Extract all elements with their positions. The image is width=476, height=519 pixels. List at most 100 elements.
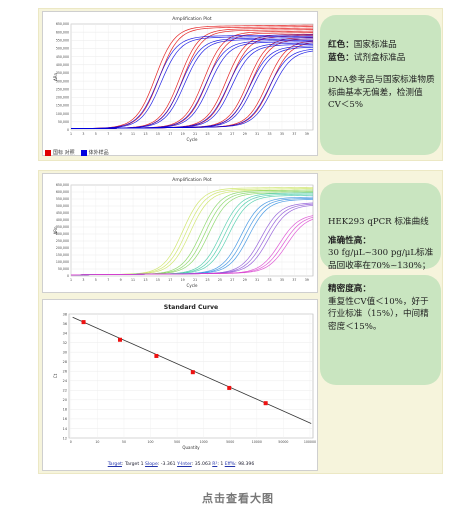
chart-title: Standard Curve — [164, 304, 218, 311]
y-axis-label: Ct — [53, 373, 58, 378]
x-tick-label: 13 — [143, 278, 147, 282]
y-axis-label: ΔRn — [53, 226, 58, 235]
stat-r2-label[interactable]: R² — [212, 462, 218, 467]
x-tick-label: 100000 — [304, 440, 316, 444]
amplification-plot-1[interactable]: Amplification Plot 0 50,000 100,000 150,000 2… — [42, 11, 318, 156]
note-red-text: 国家标准品 — [353, 40, 397, 50]
note-comparison: 红色：国家标准品 蓝色：试剂盒标准品 DNA参考品与国家标准物质标曲基本无偏差，… — [320, 15, 441, 155]
y-axis-label: ΔRn — [53, 73, 58, 82]
y-tick-label: 400,000 — [56, 218, 69, 222]
x-tick-label: 17 — [168, 278, 172, 282]
note-precision-line: 精密度高： — [328, 283, 435, 296]
standard-curve-point — [227, 385, 232, 390]
x-tick-label: 31 — [255, 132, 259, 136]
x-tick-label: 5 — [95, 132, 97, 136]
stat-r2-value: 1 — [220, 462, 224, 467]
x-tick-label: 29 — [243, 278, 247, 282]
amplification-curve — [70, 50, 314, 130]
x-tick-label: 23 — [205, 132, 209, 136]
note-precision-text: 重复性CV值＜10%，好于行业标准（15%），中间精密度＜15%。 — [328, 296, 429, 332]
view-large-link[interactable]: 点击查看大图 — [202, 492, 274, 505]
legend-label-blue: 体外样品 — [88, 150, 109, 156]
x-tick-label: 27 — [230, 278, 234, 282]
x-tick-label: 1 — [70, 132, 72, 136]
amplification-curve — [70, 35, 314, 130]
stat-yinter-value: 35.063 — [194, 462, 211, 467]
y-tick-label: 100,000 — [56, 112, 69, 116]
note-accuracy-text: 30 fg/μL~300 pg/μL标准品回收率在70%~130%； — [328, 248, 434, 271]
y-tick-label: 32 — [63, 341, 67, 345]
x-tick-label: 10000 — [252, 440, 262, 444]
note-precision-label: 精密度高： — [328, 284, 371, 294]
x-tick-label: 1000 — [200, 440, 208, 444]
plot-area — [70, 184, 314, 277]
y-tick-label: 50,000 — [58, 120, 69, 124]
x-tick-label: 35 — [280, 132, 284, 136]
x-tick-label: 500 — [174, 440, 180, 444]
y-tick-label: 250,000 — [56, 239, 69, 243]
y-tick-label: 150,000 — [56, 253, 69, 257]
y-tick-label: 200,000 — [56, 96, 69, 100]
plot-area — [68, 313, 314, 439]
x-tick-label: 5000 — [226, 440, 234, 444]
note-red-label: 红色： — [328, 40, 354, 50]
panel-amplification-comparison: Amplification Plot 0 50,000 100,000 150,000 2… — [38, 8, 443, 161]
plot-area — [70, 23, 314, 131]
y-tick-label: 34 — [63, 331, 67, 335]
x-tick-label: 19 — [181, 132, 185, 136]
y-tick-label: 14 — [63, 427, 67, 431]
y-tick-label: 20 — [63, 398, 67, 402]
stat-slope-label[interactable]: Slope — [145, 462, 158, 467]
y-tick-label: 22 — [63, 389, 67, 393]
note-red-line: 红色：国家标准品 — [328, 39, 435, 52]
y-tick-label: 18 — [63, 408, 67, 412]
note-hek293-accuracy: HEK293 qPCR 标准曲线 准确性高： 30 fg/μL~300 pg/μ… — [320, 183, 441, 271]
y-tick-label: 12 — [63, 436, 67, 440]
y-tick-label: 24 — [63, 379, 67, 383]
x-tick-label: 5 — [95, 278, 97, 282]
stat-target-label[interactable]: Target — [107, 462, 122, 467]
y-tick-label: 350,000 — [56, 225, 69, 229]
x-tick-label: 100 — [147, 440, 153, 444]
legend-label-red: 国标 对照 — [53, 150, 75, 156]
y-tick-label: 100,000 — [56, 260, 69, 264]
y-tick-label: 400,000 — [56, 63, 69, 67]
x-tick-label: 7 — [107, 132, 109, 136]
chart-title: Amplification Plot — [172, 16, 212, 22]
legend-swatch-red — [45, 149, 51, 156]
x-tick-label: 9 — [120, 132, 122, 136]
x-tick-label: 19 — [181, 278, 185, 282]
stat-yinter-label[interactable]: Y-Inter — [177, 462, 192, 467]
legend-swatch-blue — [80, 149, 87, 156]
x-tick-label: 23 — [205, 278, 209, 282]
note-hek293-title: HEK293 qPCR 标准曲线 — [328, 217, 429, 227]
x-tick-label: 17 — [168, 132, 172, 136]
amplification-plot-2[interactable]: Amplification Plot 0 50,000 100,000 150,000 2… — [42, 173, 318, 293]
x-tick-label: 37 — [292, 278, 296, 282]
y-tick-label: 600,000 — [56, 30, 69, 34]
y-tick-label: 550,000 — [56, 39, 69, 43]
y-tick-label: 200,000 — [56, 246, 69, 250]
y-tick-label: 28 — [63, 360, 67, 364]
y-tick-label: 550,000 — [56, 197, 69, 201]
y-tick-label: 30 — [63, 350, 67, 354]
standard-curve-point — [154, 353, 159, 358]
note-blue-text: 试剂盒标准品 — [353, 52, 406, 63]
standard-curve-point — [190, 370, 195, 375]
chart-title: Amplification Plot — [172, 177, 212, 183]
note-blue-label: 蓝色： — [328, 52, 354, 63]
y-tick-label: 300,000 — [56, 79, 69, 83]
x-tick-label: 9 — [120, 278, 122, 282]
note-accuracy-line: 准确性高： — [328, 235, 435, 248]
note-conclusion: DNA参考品与国家标准物质标曲基本无偏差，检测值CV＜5% — [328, 75, 435, 110]
x-tick-label: 33 — [268, 278, 272, 282]
y-tick-label: 150,000 — [56, 104, 69, 108]
x-tick-label: 25 — [218, 278, 222, 282]
y-tick-label: 0 — [67, 128, 69, 132]
standard-curve-point — [263, 401, 268, 406]
y-tick-label: 26 — [63, 370, 67, 374]
standard-curve[interactable]: Standard Curve 12 14 16 18 20 22 24 26 28 30 32 34 36… — [42, 299, 318, 471]
x-tick-label: 25 — [218, 132, 222, 136]
y-tick-label: 250,000 — [56, 87, 69, 91]
stat-eff-label[interactable]: Eff% — [224, 462, 236, 467]
